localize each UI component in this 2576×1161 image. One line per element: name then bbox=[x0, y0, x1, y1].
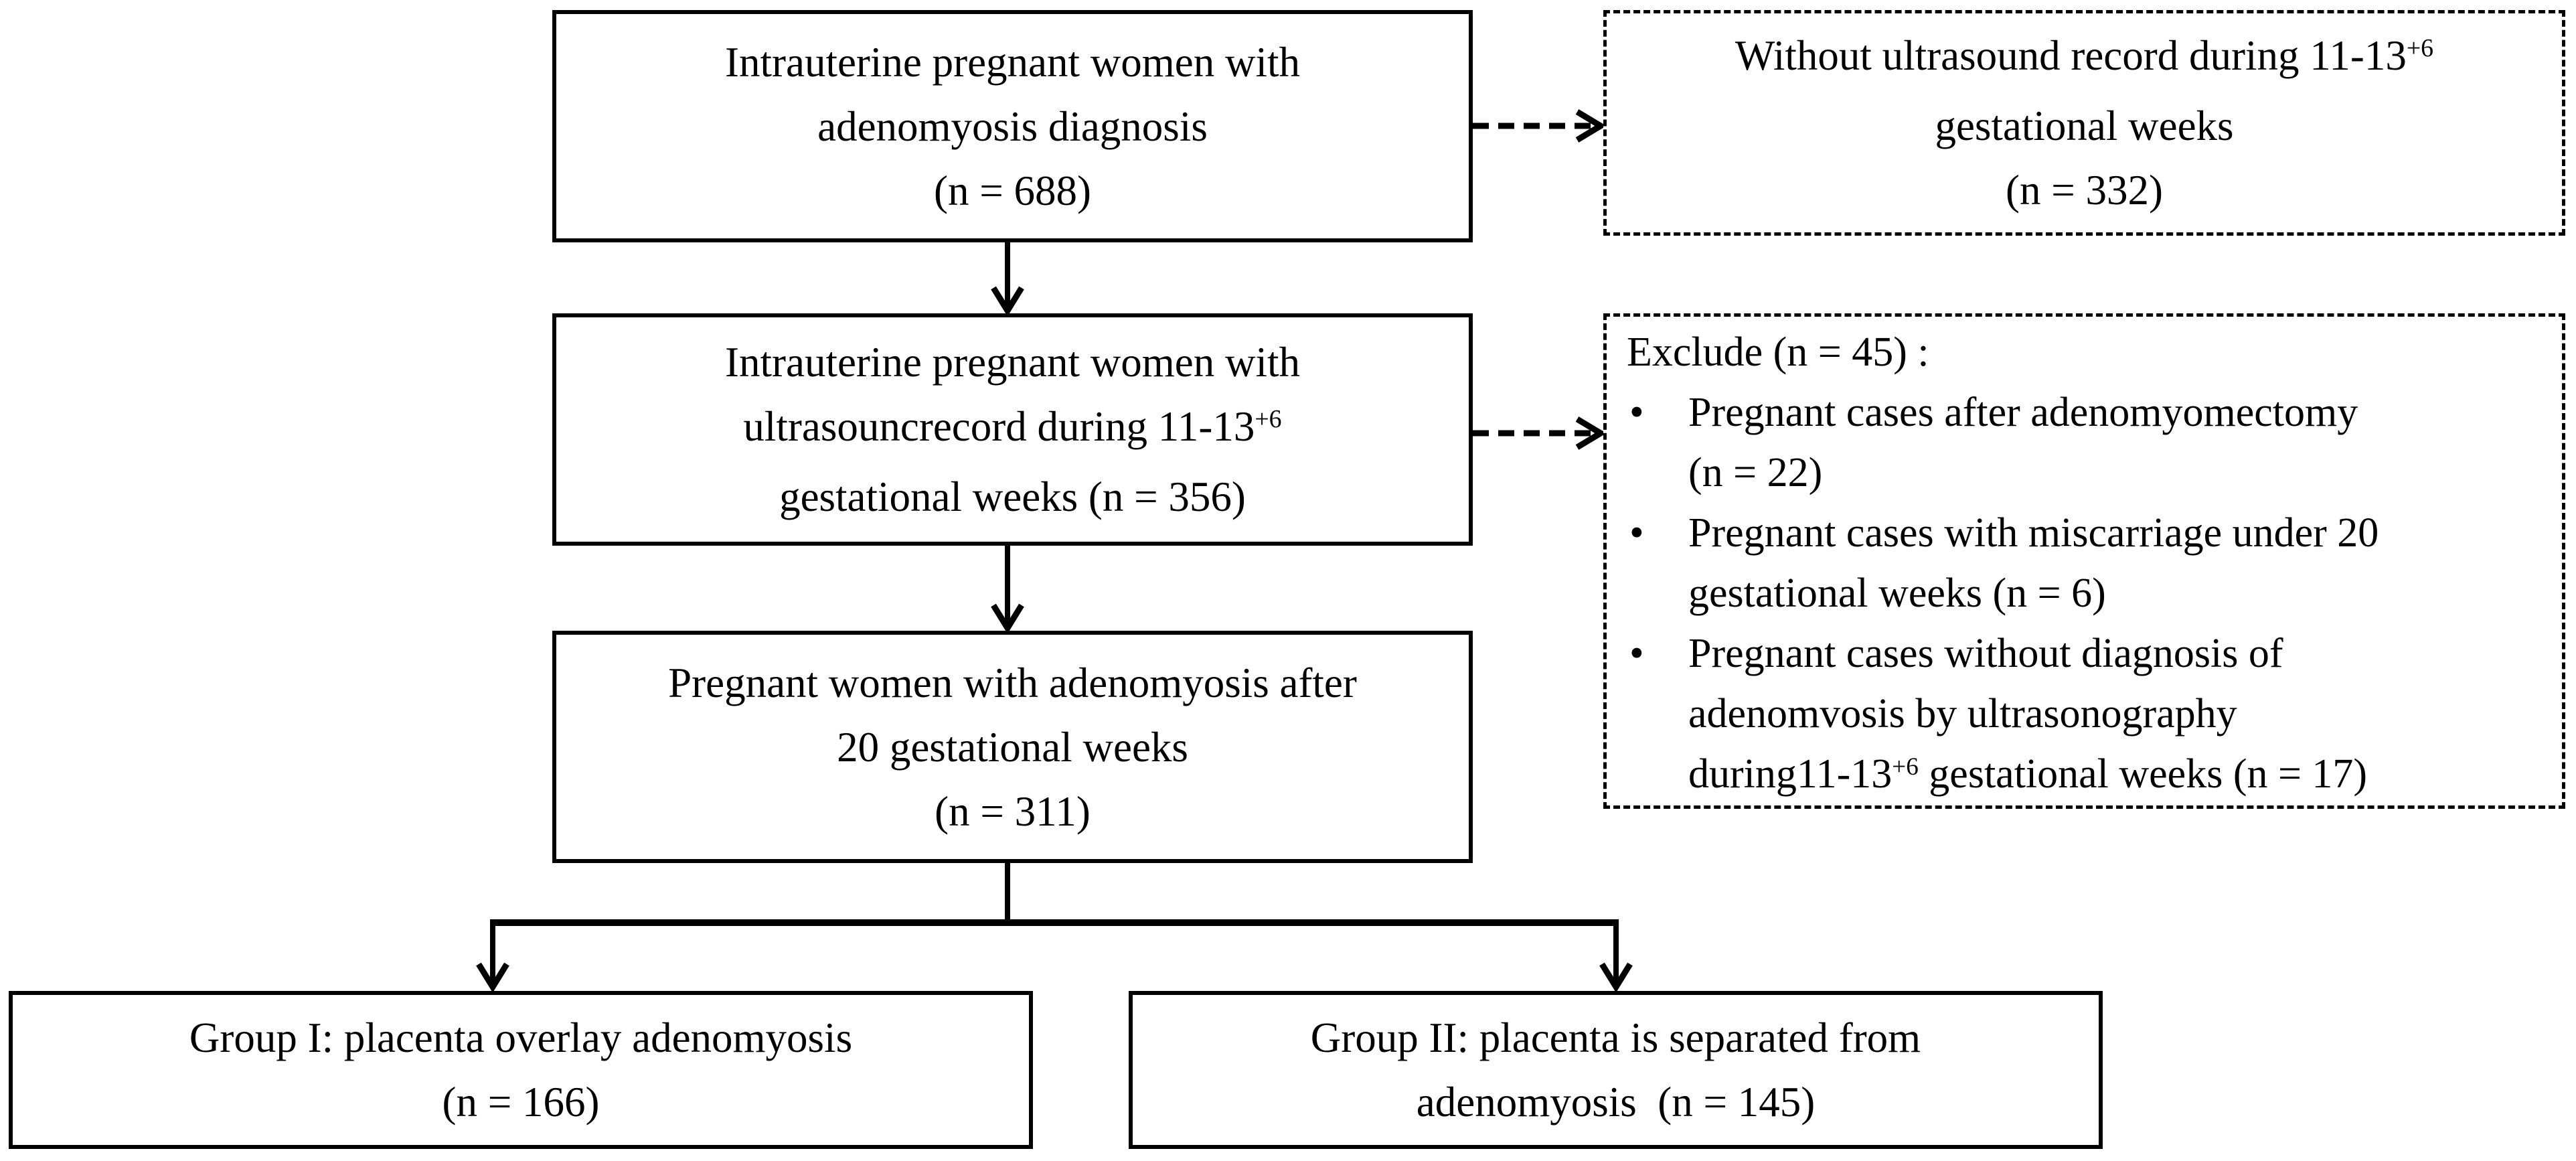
box-count-line: (n = 22) bbox=[1688, 450, 1823, 495]
exclude-title: Exclude (n = 45) : bbox=[1627, 329, 1929, 375]
box-text-line: during11-13+6 gestational weeks (n = 17) bbox=[1688, 744, 2545, 810]
box-count-line: adenomyosis (n = 145) bbox=[1416, 1079, 1816, 1126]
branch-after20-to-groups bbox=[476, 863, 1633, 993]
box-text-line: ultrasouncrecord during 11-13+6 bbox=[743, 394, 1281, 465]
dashed-arrow-source-to-no-record bbox=[1473, 109, 1607, 143]
bullet-marker: • bbox=[1629, 631, 1644, 676]
superscript: +6 bbox=[2406, 34, 2434, 63]
box-exclusion-reasons: Exclude (n = 45) : • Pregnant cases afte… bbox=[1603, 313, 2565, 809]
superscript: +6 bbox=[1892, 753, 1919, 781]
box-excluded-no-ultrasound-record: Without ultrasound record during 11-13+6… bbox=[1603, 10, 2565, 236]
box-text-line: Without ultrasound record during 11-13+6 bbox=[1735, 23, 2433, 94]
bullet-marker: • bbox=[1629, 390, 1644, 435]
exclude-item: • Pregnant cases without diagnosis of ad… bbox=[1627, 623, 2545, 810]
box-count-line: (n = 688) bbox=[934, 167, 1091, 214]
box-text-line: gestational weeks bbox=[1935, 102, 2234, 149]
bullet-marker: • bbox=[1629, 510, 1644, 556]
box-text-line: Pregnant cases with miscarriage under 20 bbox=[1688, 510, 2379, 556]
box-text-segment: ultrasouncrecord during 11-13 bbox=[743, 403, 1255, 450]
box-text-line: Intrauterine pregnant women with bbox=[725, 38, 1300, 86]
box-text-line: adenomvosis by ultrasonography bbox=[1688, 691, 2237, 737]
box-source-population: Intrauterine pregnant women with adenomy… bbox=[552, 10, 1473, 242]
exclude-item-text: Pregnant cases without diagnosis of aden… bbox=[1688, 623, 2545, 810]
box-group-2: Group II: placenta is separated from ade… bbox=[1129, 991, 2103, 1149]
box-text-segment: gestational weeks (n = 17) bbox=[1918, 751, 2368, 797]
box-text-line: Pregnant women with adenomyosis after bbox=[668, 659, 1357, 706]
box-text-line: Pregnant cases after adenomyomectomy bbox=[1688, 390, 2358, 435]
box-text-segment: Without ultrasound record during 11-13 bbox=[1735, 32, 2407, 79]
box-text-line: Intrauterine pregnant women with bbox=[725, 339, 1300, 386]
box-text-line: Group I: placenta overlay adenomyosis bbox=[189, 1014, 853, 1061]
box-text-line: 20 gestational weeks bbox=[837, 723, 1188, 771]
box-text-line: adenomyosis diagnosis bbox=[817, 102, 1208, 150]
exclude-item: • Pregnant cases after adenomyomectomy (… bbox=[1627, 382, 2545, 503]
arrow-with-record-to-after20 bbox=[991, 546, 1024, 634]
box-count-line: gestational weeks (n = 356) bbox=[779, 473, 1246, 520]
box-count-line: (n = 332) bbox=[2006, 167, 2163, 214]
exclude-item: • Pregnant cases with miscarriage under … bbox=[1627, 503, 2545, 623]
dashed-arrow-with-record-to-exclude bbox=[1473, 416, 1607, 450]
exclude-item-text: Pregnant cases with miscarriage under 20… bbox=[1688, 503, 2545, 623]
box-text-segment: during11-13 bbox=[1688, 751, 1893, 797]
arrow-source-to-with-record bbox=[991, 242, 1024, 317]
box-count-line: (n = 166) bbox=[442, 1079, 600, 1126]
exclude-item-text: Pregnant cases after adenomyomectomy (n … bbox=[1688, 382, 2545, 503]
box-after-20-weeks: Pregnant women with adenomyosis after 20… bbox=[552, 631, 1473, 863]
superscript: +6 bbox=[1255, 405, 1282, 434]
box-group-1: Group I: placenta overlay adenomyosis (n… bbox=[9, 991, 1033, 1149]
box-text-line: Pregnant cases without diagnosis of bbox=[1688, 631, 2283, 676]
box-text-line: Group II: placenta is separated from bbox=[1310, 1014, 1921, 1061]
box-count-line: (n = 311) bbox=[935, 787, 1091, 835]
box-count-line: gestational weeks (n = 6) bbox=[1688, 570, 2106, 616]
box-with-ultrasound-record: Intrauterine pregnant women with ultraso… bbox=[552, 313, 1473, 546]
